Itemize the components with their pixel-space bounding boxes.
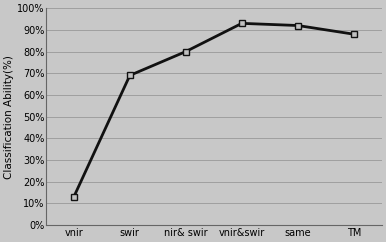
Y-axis label: Classification Ability(%): Classification Ability(%) (4, 55, 14, 179)
